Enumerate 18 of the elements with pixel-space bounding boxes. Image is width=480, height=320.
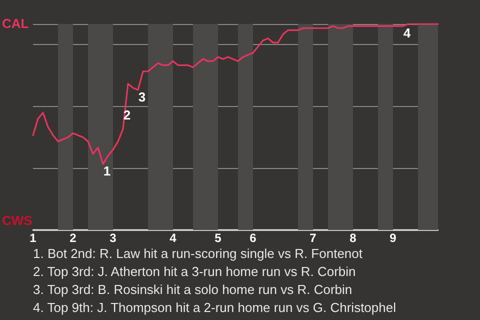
x-tick-label: 5 [214, 231, 222, 245]
x-tick-label: 8 [350, 231, 357, 245]
x-tick-label: 6 [250, 231, 257, 245]
x-tick-label: 4 [170, 231, 177, 245]
text: 3. Top 3rd: B. Rosinski hit a solo home run vs R. Corbin [33, 282, 352, 297]
x-tick-label: 2 [70, 231, 77, 245]
x-tick-label: 9 [390, 231, 397, 245]
text: CAL [2, 16, 29, 31]
text: 4. Top 9th: J. Thompson hit a 2-run home run vs G. Christophel [33, 300, 396, 315]
x-tick-label: 7 [310, 231, 317, 245]
text: 2. Top 3rd: J. Atherton hit a 3-run home run vs R. Corbin [33, 264, 356, 279]
x-tick-label: 3 [110, 231, 117, 245]
text: 1. Bot 2nd: R. Law hit a run-scoring single vs R. Fontenot [33, 246, 363, 261]
x-tick-label: 1 [30, 231, 37, 245]
annotation: 1 [103, 164, 111, 179]
annotation: 3 [138, 89, 146, 104]
annotation: 4 [403, 26, 412, 41]
text: CWS [2, 213, 33, 228]
